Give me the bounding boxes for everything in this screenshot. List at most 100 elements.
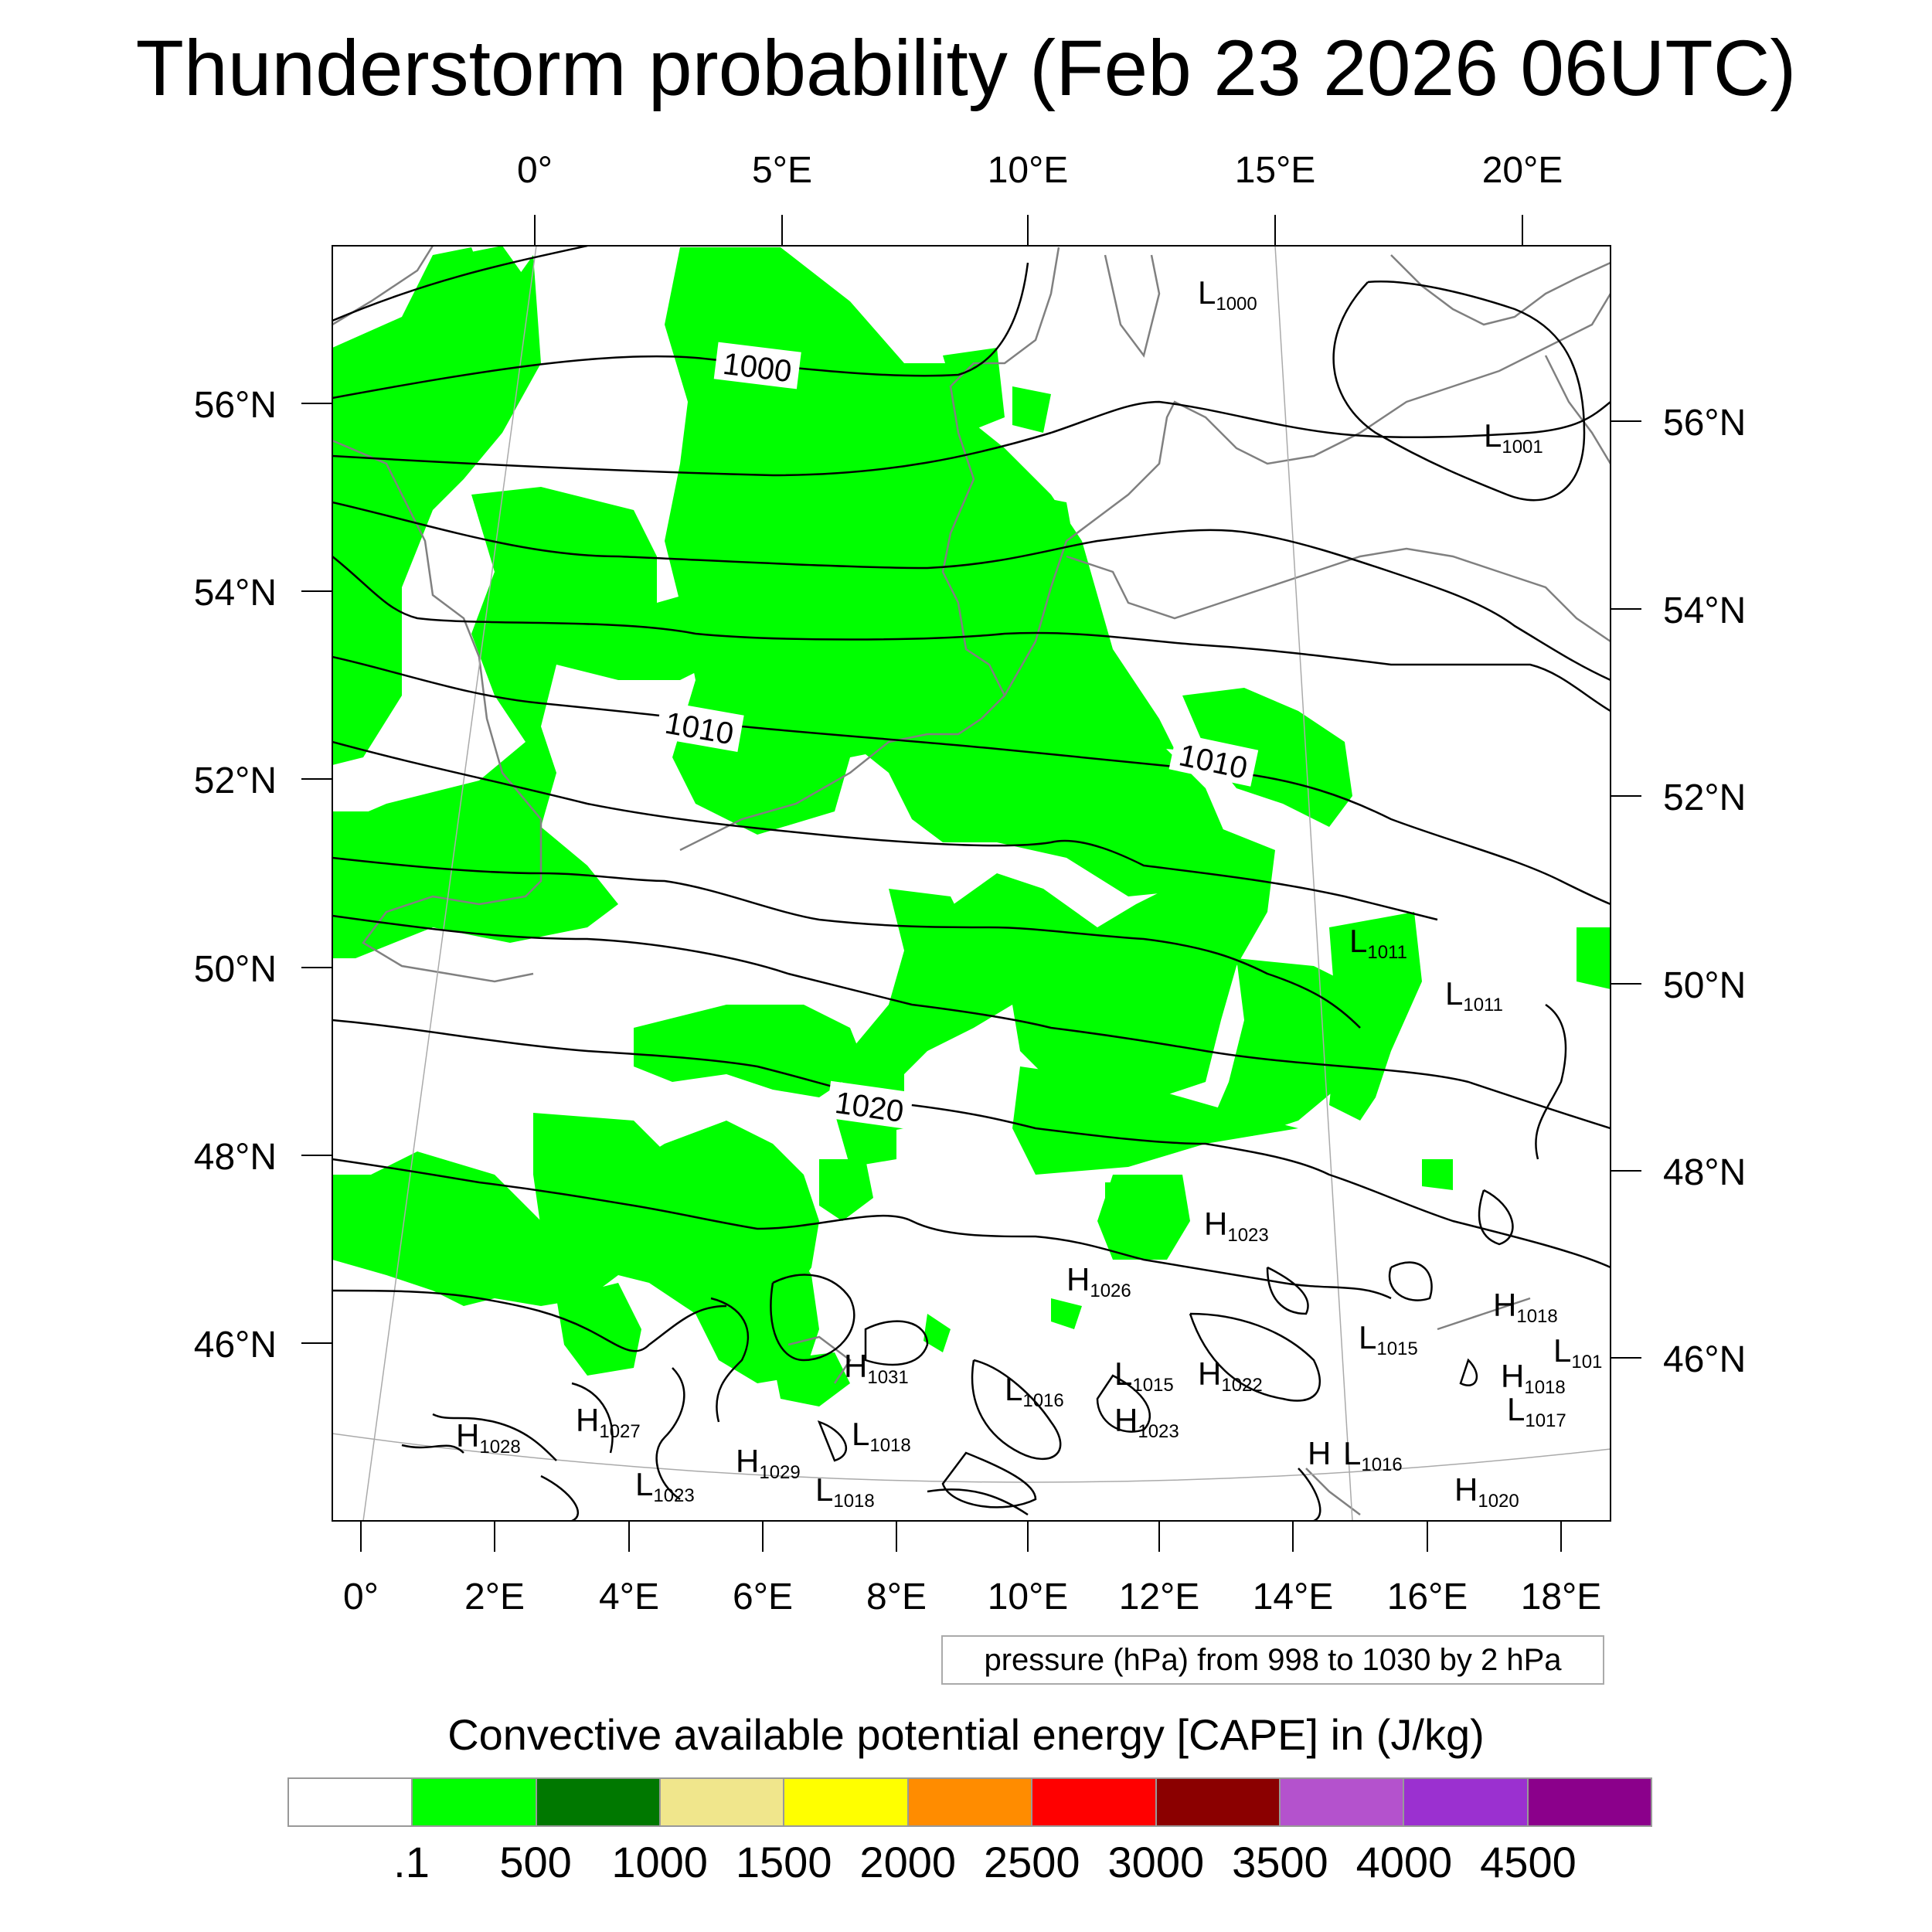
pressure-center: H1023 bbox=[1204, 1206, 1269, 1246]
cape-area bbox=[556, 1283, 641, 1376]
colorbar-swatch bbox=[1155, 1777, 1281, 1827]
pressure-center: L1015 bbox=[1359, 1319, 1418, 1359]
bottom-axis-label: 2°E bbox=[464, 1577, 525, 1617]
meridian-line bbox=[1274, 246, 1353, 1521]
bottom-axis-label: 0° bbox=[343, 1577, 379, 1617]
colorbar-swatch bbox=[659, 1777, 785, 1827]
isobar bbox=[1189, 1312, 1321, 1402]
isobar bbox=[1535, 1003, 1567, 1160]
pressure-center: H1022 bbox=[1198, 1355, 1263, 1396]
colorbar-label: 500 bbox=[499, 1838, 572, 1886]
right-axis-label: 52°N bbox=[1663, 777, 1746, 818]
colorbar-label: 3000 bbox=[1107, 1838, 1205, 1886]
colorbar bbox=[287, 1777, 1652, 1827]
cape-area bbox=[1422, 1159, 1453, 1190]
coastline bbox=[787, 1335, 852, 1384]
right-axis-label: 48°N bbox=[1663, 1152, 1746, 1193]
cape-area bbox=[889, 819, 1275, 1113]
colorbar-label: 2500 bbox=[983, 1838, 1080, 1886]
right-axis-label: 46°N bbox=[1663, 1339, 1746, 1380]
cape-area bbox=[665, 1190, 819, 1383]
isobar bbox=[864, 1320, 929, 1366]
cape-area bbox=[332, 487, 796, 958]
top-axis-label: 15°E bbox=[1235, 150, 1316, 191]
coastline bbox=[1104, 254, 1161, 358]
isobar bbox=[770, 1274, 855, 1362]
contour-label-bg bbox=[713, 342, 801, 389]
contour-label: 1000 bbox=[721, 347, 794, 389]
isobar bbox=[540, 1475, 580, 1521]
bottom-axis-label: 4°E bbox=[599, 1577, 659, 1617]
right-axis-label: 50°N bbox=[1663, 965, 1746, 1006]
bottom-axis-label: 8°E bbox=[866, 1577, 927, 1617]
cape-area bbox=[448, 246, 526, 363]
pressure-center: H1023 bbox=[1114, 1402, 1179, 1442]
isobar bbox=[332, 655, 1611, 906]
cape-area bbox=[796, 495, 1229, 896]
bottom-axis-label: 18°E bbox=[1521, 1577, 1602, 1617]
colorbar-swatch bbox=[783, 1777, 909, 1827]
coastline bbox=[1544, 355, 1611, 464]
pressure-center: L1017 bbox=[1507, 1391, 1566, 1431]
colorbar-label: .1 bbox=[393, 1838, 430, 1886]
top-axis-label: 5°E bbox=[752, 150, 812, 191]
isobar bbox=[941, 1451, 1037, 1509]
isobar bbox=[710, 1297, 750, 1423]
isobar bbox=[332, 400, 1611, 477]
colorbar-swatch bbox=[1526, 1777, 1652, 1827]
bottom-axis-label: 14°E bbox=[1253, 1577, 1334, 1617]
top-axis-label: 10°E bbox=[988, 150, 1069, 191]
pressure-center: H1026 bbox=[1066, 1261, 1131, 1301]
cape-area bbox=[1012, 1066, 1298, 1175]
meridian-line bbox=[362, 246, 537, 1521]
isobar bbox=[332, 1019, 1611, 1269]
pressure-center: L1000 bbox=[1198, 274, 1257, 315]
coastline bbox=[1305, 1468, 1361, 1515]
cape-area bbox=[923, 1314, 951, 1352]
cape-area bbox=[943, 348, 1005, 433]
coastline bbox=[679, 247, 1060, 852]
pressure-center: L1018 bbox=[815, 1471, 875, 1512]
bottom-axis-label: 6°E bbox=[733, 1577, 793, 1617]
contour-label-bg bbox=[1168, 733, 1259, 787]
pressure-center: L1011 bbox=[1445, 975, 1503, 1015]
bottom-axis-label: 10°E bbox=[988, 1577, 1069, 1617]
cape-area bbox=[1182, 688, 1352, 827]
isobar bbox=[1332, 281, 1586, 502]
colorbar-swatch bbox=[287, 1777, 413, 1827]
contour-label-bg bbox=[655, 701, 744, 753]
isobar bbox=[332, 914, 1611, 1130]
cape-area bbox=[332, 247, 541, 765]
bottom-axis-label: 12°E bbox=[1119, 1577, 1200, 1617]
isobar bbox=[332, 1158, 1392, 1300]
pressure-center: L1018 bbox=[852, 1416, 911, 1456]
pressure-center: H1028 bbox=[456, 1417, 521, 1458]
isobar bbox=[332, 740, 1438, 921]
left-axis-label: 52°N bbox=[194, 760, 277, 801]
cape-area bbox=[819, 1159, 873, 1221]
isobar bbox=[1459, 1358, 1478, 1386]
top-axis-label: 0° bbox=[517, 150, 553, 191]
plot-border bbox=[332, 245, 1611, 1522]
colorbar-label: 3500 bbox=[1232, 1838, 1328, 1886]
pressure-center: L1016 bbox=[1005, 1371, 1064, 1411]
isobar bbox=[571, 1382, 614, 1454]
isobar bbox=[401, 1444, 464, 1454]
left-axis-label: 56°N bbox=[194, 385, 277, 426]
isobar bbox=[332, 501, 1611, 682]
colorbar-swatch bbox=[1278, 1777, 1405, 1827]
pressure-center: H1031 bbox=[844, 1348, 909, 1388]
isobar bbox=[1388, 1261, 1433, 1301]
cape-area bbox=[1051, 1298, 1082, 1329]
coastline bbox=[1437, 1297, 1531, 1331]
isobar bbox=[655, 1367, 685, 1501]
pressure-center-group: L1000 L1001 L1011 L1011 H1023 H1026 H101… bbox=[456, 274, 1602, 1512]
colorbar-swatch bbox=[411, 1777, 537, 1827]
cape-area bbox=[332, 811, 371, 842]
pressure-center: H1020 bbox=[1454, 1471, 1519, 1512]
isobar bbox=[1298, 1468, 1321, 1521]
cape-area bbox=[1012, 386, 1051, 433]
colorbar-label: 2000 bbox=[859, 1838, 957, 1886]
